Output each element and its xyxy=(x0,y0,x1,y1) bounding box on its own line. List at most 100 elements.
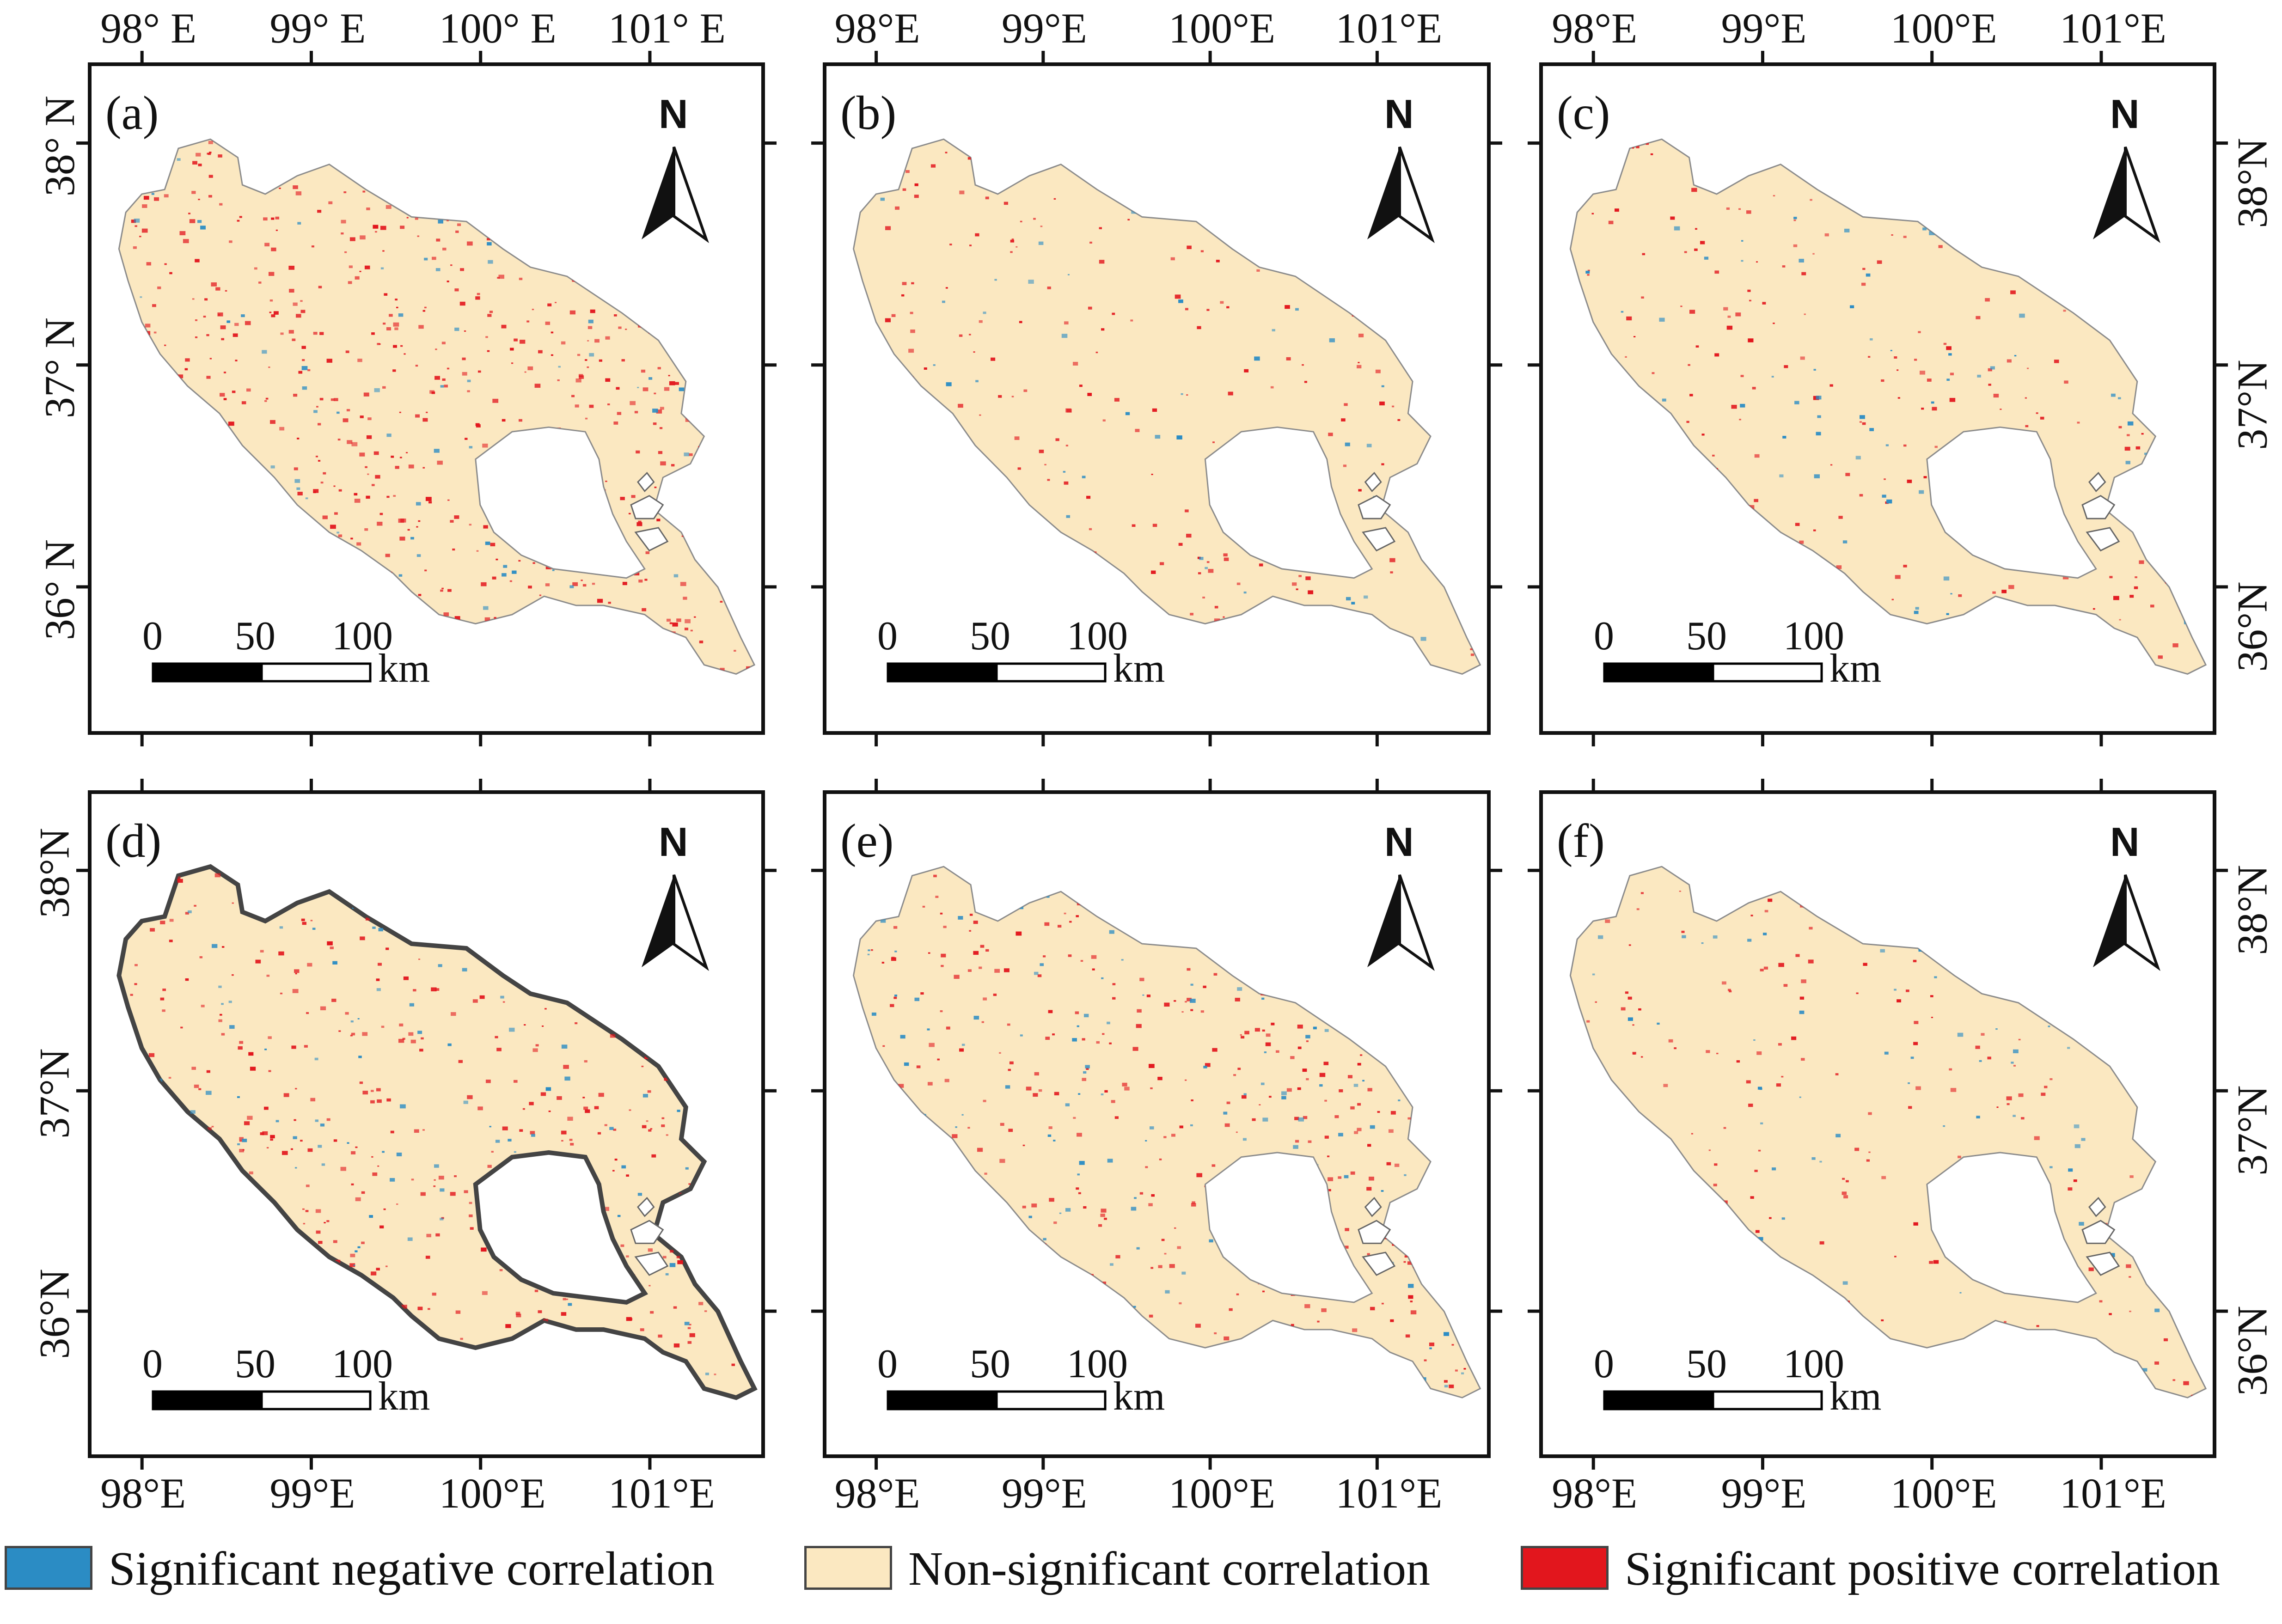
positive-correlation-pixel xyxy=(689,1333,695,1337)
positive-correlation-pixel xyxy=(973,351,975,353)
positive-correlation-pixel xyxy=(741,1176,746,1179)
positive-correlation-pixel xyxy=(1022,1144,1025,1147)
negative-correlation-pixel xyxy=(937,1208,942,1212)
negative-correlation-pixel xyxy=(257,537,260,538)
positive-correlation-pixel xyxy=(317,210,322,213)
positive-correlation-pixel xyxy=(720,668,725,672)
positive-correlation-pixel xyxy=(371,1090,374,1092)
positive-correlation-pixel xyxy=(980,945,985,948)
positive-correlation-pixel xyxy=(492,398,499,403)
positive-correlation-pixel xyxy=(1707,151,1711,153)
negative-correlation-pixel xyxy=(1131,1207,1137,1211)
positive-correlation-pixel xyxy=(937,1058,940,1061)
positive-correlation-pixel xyxy=(1468,1120,1474,1124)
positive-correlation-pixel xyxy=(424,1355,427,1356)
positive-correlation-pixel xyxy=(279,187,281,189)
negative-correlation-pixel xyxy=(983,311,986,314)
negative-correlation-pixel xyxy=(2038,937,2043,941)
negative-correlation-pixel xyxy=(1452,441,1456,444)
positive-correlation-pixel xyxy=(685,974,691,979)
negative-correlation-pixel xyxy=(1176,435,1182,440)
positive-correlation-pixel xyxy=(162,440,165,442)
positive-correlation-pixel xyxy=(2068,1187,2073,1191)
positive-correlation-pixel xyxy=(1262,953,1265,955)
positive-correlation-pixel xyxy=(477,293,480,295)
positive-correlation-pixel xyxy=(1229,1308,1233,1311)
positive-correlation-pixel xyxy=(326,359,332,363)
positive-correlation-pixel xyxy=(1770,1310,1773,1312)
positive-correlation-pixel xyxy=(360,235,366,240)
negative-correlation-pixel xyxy=(1609,435,1612,437)
positive-correlation-pixel xyxy=(1112,1306,1114,1308)
negative-correlation-pixel xyxy=(2144,452,2147,455)
positive-correlation-pixel xyxy=(1357,1103,1361,1106)
positive-correlation-pixel xyxy=(620,1244,624,1247)
negative-correlation-pixel xyxy=(1133,1306,1136,1308)
positive-correlation-pixel xyxy=(1769,1217,1772,1219)
positive-correlation-pixel xyxy=(733,900,737,903)
positive-correlation-pixel xyxy=(1203,1392,1209,1397)
positive-correlation-pixel xyxy=(379,1225,384,1228)
positive-correlation-pixel xyxy=(199,956,203,959)
positive-correlation-pixel xyxy=(245,1258,250,1261)
positive-correlation-pixel xyxy=(158,558,164,562)
positive-correlation-pixel xyxy=(580,1369,583,1372)
positive-correlation-pixel xyxy=(872,358,875,360)
positive-correlation-pixel xyxy=(138,1194,142,1196)
positive-correlation-pixel xyxy=(1072,361,1078,366)
positive-correlation-pixel xyxy=(304,1324,307,1325)
positive-correlation-pixel xyxy=(482,671,487,674)
positive-correlation-pixel xyxy=(941,965,944,967)
positive-correlation-pixel xyxy=(390,1130,394,1134)
positive-correlation-pixel xyxy=(868,1040,872,1043)
positive-correlation-pixel xyxy=(1388,1129,1394,1133)
positive-correlation-pixel xyxy=(361,1241,365,1244)
negative-correlation-pixel xyxy=(621,1165,626,1169)
positive-correlation-pixel xyxy=(1863,963,1867,966)
positive-correlation-pixel xyxy=(1095,351,1098,354)
negative-correlation-pixel xyxy=(2019,313,2025,318)
negative-correlation-pixel xyxy=(609,1127,614,1130)
positive-correlation-pixel xyxy=(324,1222,326,1224)
positive-correlation-pixel xyxy=(481,582,487,586)
positive-correlation-pixel xyxy=(1620,654,1625,658)
negative-correlation-pixel xyxy=(571,629,574,631)
positive-correlation-pixel xyxy=(546,896,549,898)
positive-correlation-pixel xyxy=(1191,1351,1194,1354)
positive-correlation-pixel xyxy=(2165,1245,2171,1250)
positive-correlation-pixel xyxy=(1795,523,1800,526)
positive-correlation-pixel xyxy=(269,184,272,186)
positive-correlation-pixel xyxy=(938,1224,944,1228)
negative-correlation-pixel xyxy=(416,554,421,557)
positive-correlation-pixel xyxy=(2076,273,2082,277)
positive-correlation-pixel xyxy=(1773,195,1775,197)
positive-correlation-pixel xyxy=(1115,1255,1120,1258)
lon-label-top: 101° E xyxy=(608,5,726,52)
positive-correlation-pixel xyxy=(396,306,398,308)
negative-correlation-pixel xyxy=(619,955,625,960)
positive-correlation-pixel xyxy=(503,669,509,674)
positive-correlation-pixel xyxy=(2011,672,2014,674)
positive-correlation-pixel xyxy=(254,267,257,270)
positive-correlation-pixel xyxy=(1784,365,1788,368)
positive-correlation-pixel xyxy=(1190,1371,1193,1373)
positive-correlation-pixel xyxy=(1205,1063,1211,1067)
positive-correlation-pixel xyxy=(901,294,905,297)
small-lake xyxy=(1362,1252,1396,1276)
positive-correlation-pixel xyxy=(350,537,353,540)
positive-correlation-pixel xyxy=(1906,989,1909,992)
negative-correlation-pixel xyxy=(593,243,598,246)
positive-correlation-pixel xyxy=(132,1368,135,1371)
lon-label-bottom: 98°E xyxy=(1552,1470,1638,1517)
negative-correlation-pixel xyxy=(140,296,142,298)
positive-correlation-pixel xyxy=(226,1245,229,1246)
positive-correlation-pixel xyxy=(193,628,199,632)
positive-correlation-pixel xyxy=(634,1361,640,1365)
positive-correlation-pixel xyxy=(194,1126,198,1129)
positive-correlation-pixel xyxy=(1407,1117,1411,1120)
positive-correlation-pixel xyxy=(542,226,546,229)
negative-correlation-pixel xyxy=(958,916,963,920)
negative-correlation-pixel xyxy=(927,1028,930,1031)
positive-correlation-pixel xyxy=(226,533,232,537)
positive-correlation-pixel xyxy=(431,622,435,624)
